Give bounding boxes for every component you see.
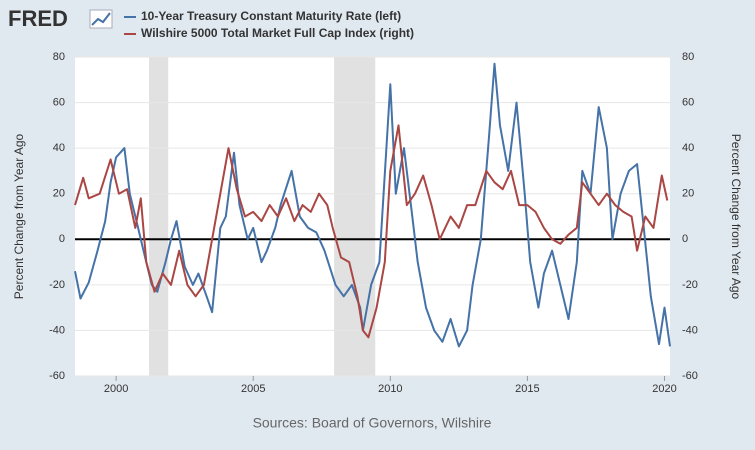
legend-label: Wilshire 5000 Total Market Full Cap Inde… (141, 26, 414, 40)
y2-tick-label: -40 (682, 324, 698, 336)
y-tick-label: 80 (53, 51, 65, 63)
recession-band (149, 57, 169, 376)
logo: FRED (8, 6, 68, 31)
y-tick-label: -40 (49, 324, 65, 336)
y2-tick-label: -60 (682, 370, 698, 382)
y-tick-label: 40 (53, 142, 65, 154)
logo-icon (89, 9, 113, 29)
y2-tick-label: -20 (682, 279, 698, 291)
y-tick-label: -60 (49, 370, 65, 382)
y-axis-label: Percent Change from Year Ago (12, 133, 26, 299)
x-tick-label: 2010 (378, 383, 402, 395)
y-tick-label: -20 (49, 279, 65, 291)
x-tick-label: 2015 (515, 383, 539, 395)
y-tick-label: 20 (53, 188, 65, 200)
y2-axis-label: Percent Change from Year Ago (729, 134, 743, 300)
y2-tick-label: 0 (682, 233, 688, 245)
y2-tick-label: 20 (682, 188, 694, 200)
source: Sources: Board of Governors, Wilshire (253, 415, 492, 431)
x-tick-label: 2005 (241, 383, 265, 395)
y2-tick-label: 60 (682, 96, 694, 108)
series-line (74, 124, 669, 339)
series-line (74, 62, 671, 348)
x-tick-label: 2020 (652, 383, 676, 395)
y-tick-label: 60 (53, 96, 65, 108)
y-tick-label: 0 (59, 233, 65, 245)
y2-tick-label: 80 (682, 51, 694, 63)
y2-tick-label: 40 (682, 142, 694, 154)
recession-band (334, 57, 376, 376)
legend-label: 10-Year Treasury Constant Maturity Rate … (141, 9, 401, 23)
x-tick-label: 2000 (104, 383, 128, 395)
